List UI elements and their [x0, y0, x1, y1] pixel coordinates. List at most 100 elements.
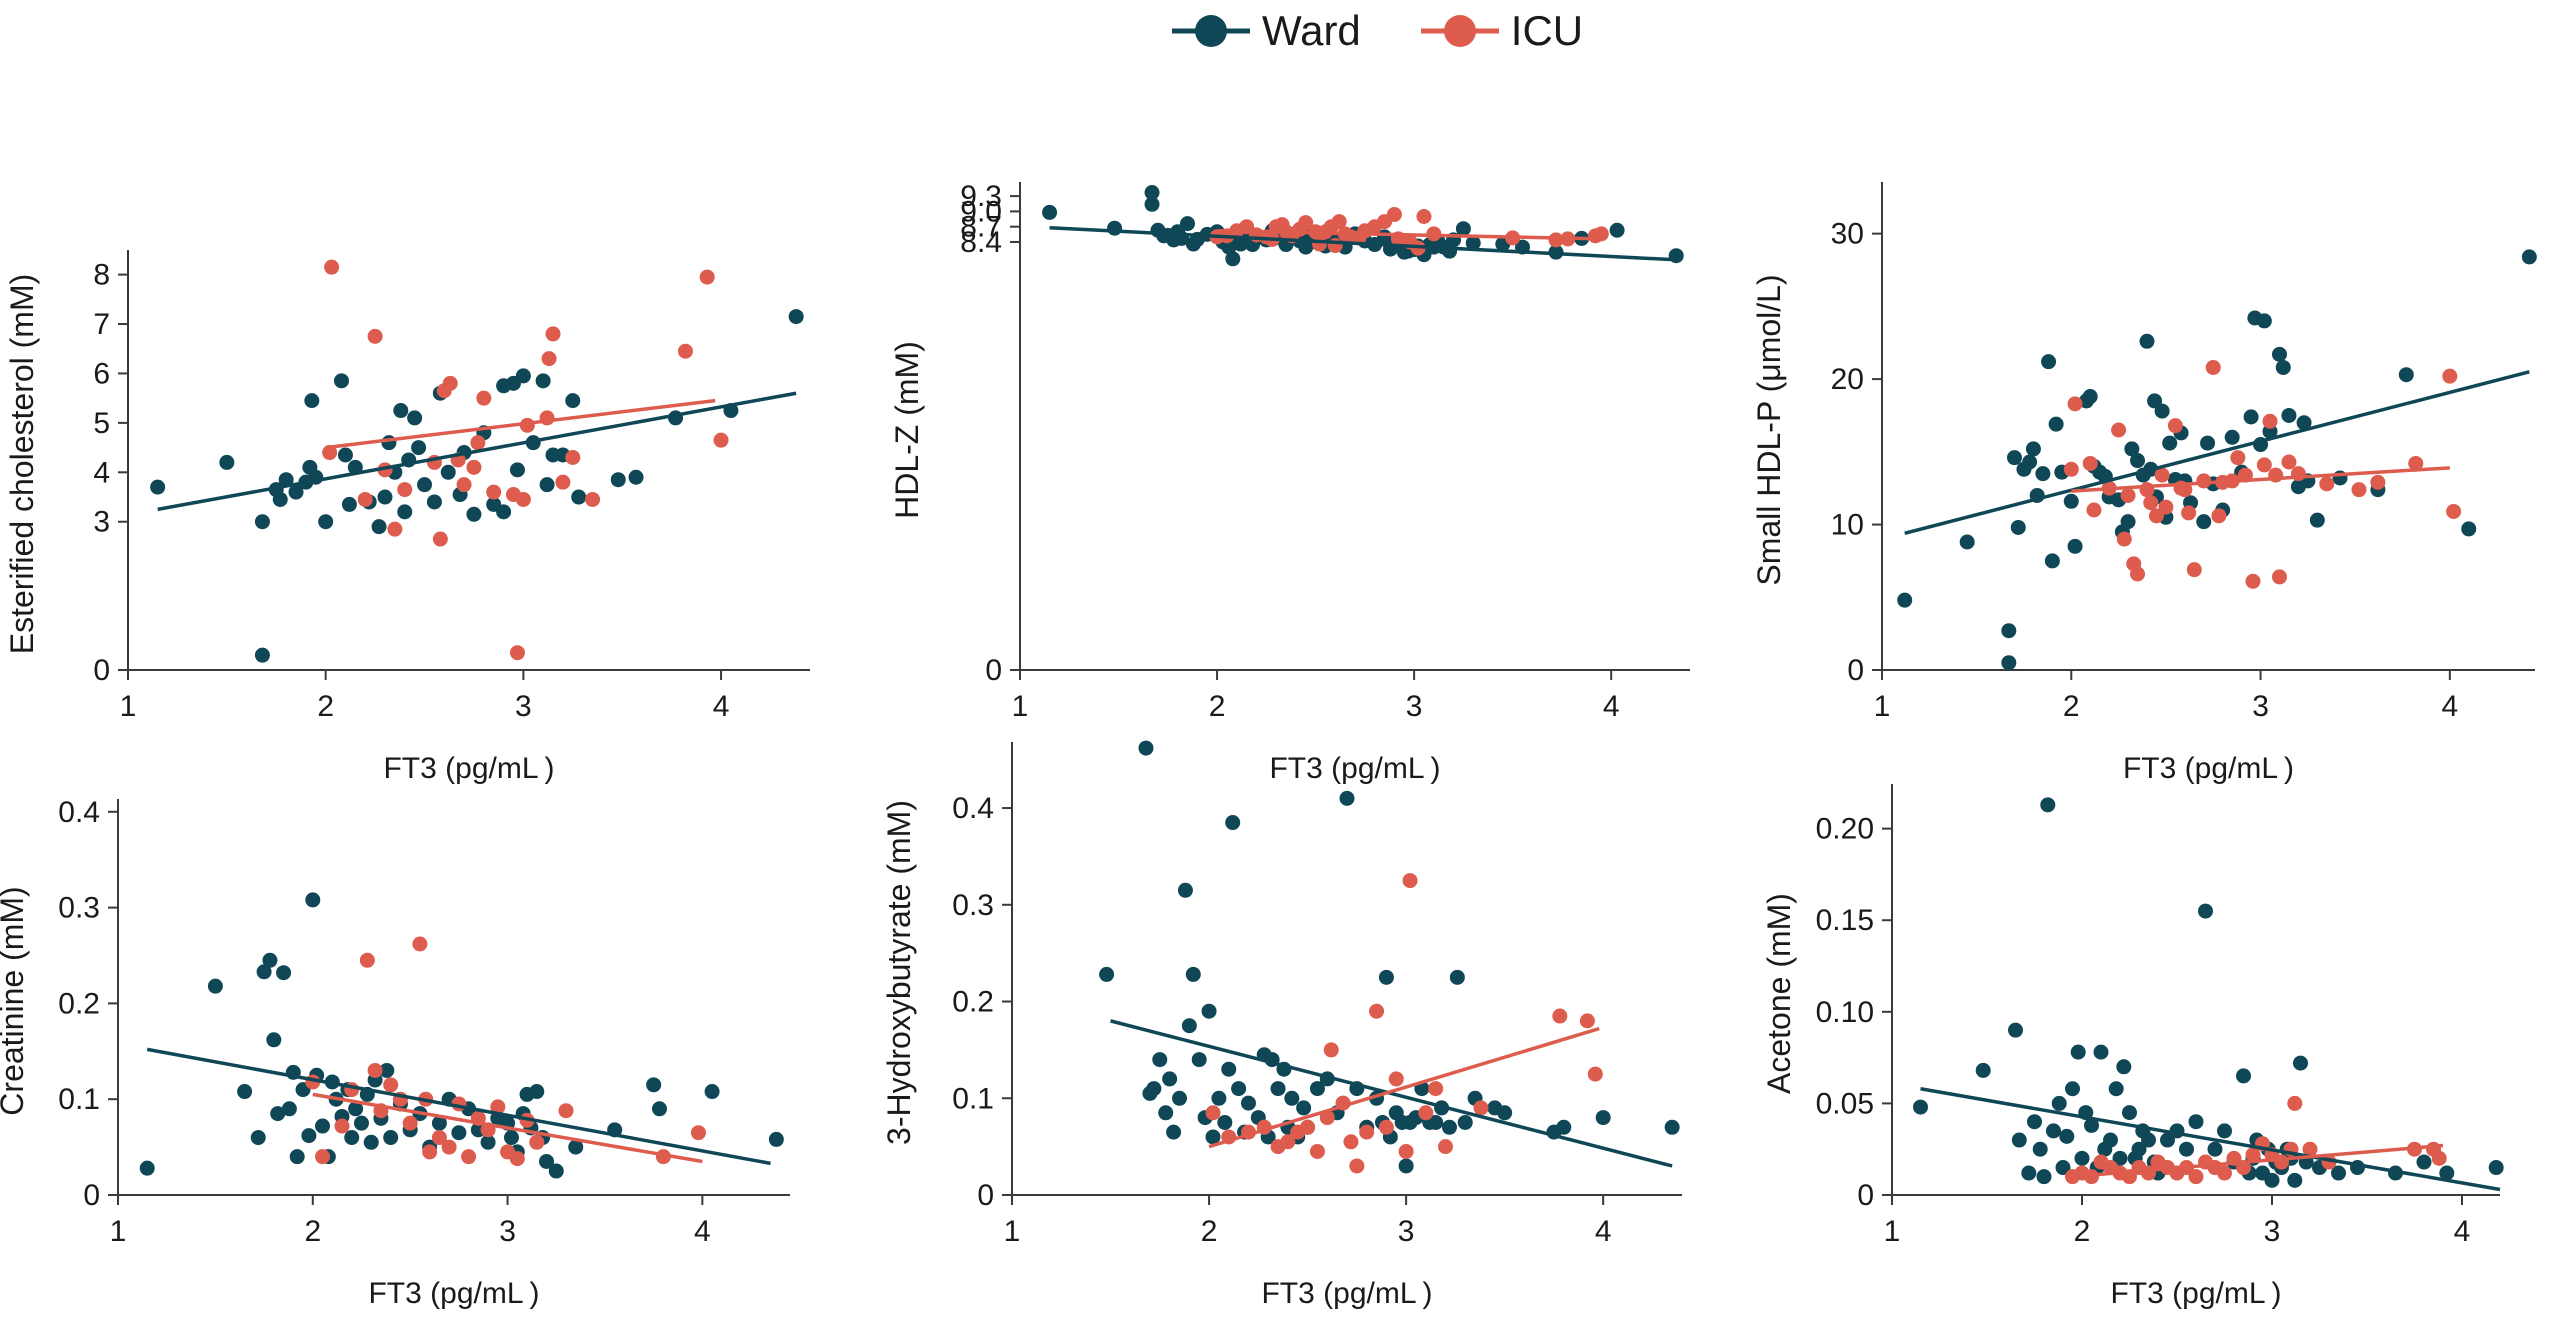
x-axis-label: FT3 (pg/mL )	[368, 1277, 539, 1310]
data-point-ward	[262, 952, 278, 968]
x-tick-label: 3	[515, 690, 532, 723]
y-tick-label: 0.3	[58, 892, 100, 925]
data-point-icu	[2274, 1154, 2289, 1170]
data-point-ward	[1441, 1119, 1457, 1135]
data-point-ward	[2398, 367, 2414, 383]
data-point-ward	[2067, 538, 2083, 554]
data-point-icu	[2154, 467, 2170, 483]
y-tick-label: 5	[93, 407, 110, 440]
trend-line-ward	[157, 391, 797, 512]
y-tick-label: 20	[1831, 363, 1864, 396]
data-point-ward	[2198, 903, 2213, 919]
data-point-icu	[466, 459, 482, 475]
data-point-ward	[2103, 1132, 2118, 1148]
data-point-ward	[371, 519, 387, 535]
data-point-ward	[2035, 466, 2051, 482]
data-point-icu	[545, 326, 561, 342]
data-point-icu	[324, 259, 340, 275]
data-point-icu	[397, 482, 413, 498]
data-point-ward	[2141, 1132, 2156, 1148]
data-point-ward	[548, 1163, 564, 1179]
data-point-icu	[2256, 457, 2272, 473]
data-point-ward	[1099, 966, 1115, 982]
x-tick-label: 2	[1209, 690, 1226, 723]
y-tick-label: 0.10	[1816, 996, 1874, 1029]
data-point-icu	[565, 449, 581, 465]
data-point-ward	[571, 489, 587, 505]
data-point-ward	[1428, 1114, 1444, 1130]
data-point-ward	[2051, 1095, 2067, 1111]
data-point-ward	[2120, 514, 2136, 530]
legend-dot-ward	[1195, 15, 1227, 47]
data-point-ward	[1465, 235, 1481, 251]
data-point-ward	[788, 309, 804, 325]
data-point-icu	[1398, 1143, 1414, 1159]
data-point-ward	[2217, 1123, 2232, 1139]
chart-hdl-z: 1 2 3 4 0 8.48.79.09.3 FT3 (pg/mL ) HDL-Z (mM)	[889, 180, 1690, 785]
legend-dot-icu	[1443, 15, 1476, 47]
data-point-ward	[411, 440, 427, 456]
data-point-ward	[1162, 1071, 1178, 1087]
data-point-ward	[2021, 1165, 2037, 1181]
data-point-icu	[1319, 1110, 1335, 1126]
data-point-ward	[2287, 1172, 2303, 1188]
x-axis-label: FT3 (pg/mL )	[2110, 1277, 2281, 1310]
data-point-icu	[1587, 1066, 1603, 1082]
x-tick-label: 4	[1595, 1215, 1612, 1248]
data-point-ward	[250, 1130, 266, 1146]
trend-line-ward	[1049, 225, 1677, 262]
data-point-ward	[2188, 1114, 2204, 1130]
data-point-ward	[219, 454, 235, 470]
data-point-icu	[2302, 1141, 2318, 1157]
data-point-icu	[2186, 562, 2202, 578]
x-tick-label: 1	[1012, 690, 1029, 723]
data-point-ward	[2207, 1141, 2223, 1157]
y-tick-label: 0.4	[952, 792, 994, 825]
y-axis-label: Small HDL-P (μmol/L)	[1751, 274, 1787, 585]
data-point-ward	[2275, 359, 2291, 375]
data-point-icu	[541, 351, 557, 367]
data-point-ward	[407, 410, 423, 426]
y-axis-label: 3-Hydroxybutyrate (mM)	[881, 800, 917, 1145]
y-tick-label: 9.3	[960, 180, 1002, 213]
data-point-icu	[713, 432, 729, 448]
x-tick-label: 3	[499, 1215, 516, 1248]
data-point-icu	[1349, 1158, 1365, 1174]
data-point-ward	[1231, 1081, 1247, 1097]
y-tick-label: 6	[93, 357, 110, 390]
data-point-ward	[1138, 740, 1154, 756]
x-tick-label: 2	[2063, 690, 2080, 723]
data-point-ward	[1205, 1129, 1221, 1145]
data-point-icu	[585, 491, 601, 507]
data-point-icu	[1552, 1008, 1568, 1024]
data-point-ward	[2264, 1172, 2280, 1188]
data-point-ward	[254, 647, 270, 663]
data-point-ward	[2022, 454, 2038, 470]
data-point-icu	[2111, 422, 2127, 438]
data-point-ward	[1152, 1052, 1168, 1068]
y-tick-label: 0.2	[952, 986, 994, 1019]
x-tick-label: 4	[713, 690, 730, 723]
data-point-ward	[2196, 514, 2212, 530]
data-point-icu	[1359, 1124, 1375, 1140]
x-tick-label: 3	[1406, 690, 1423, 723]
data-point-ward	[2041, 354, 2057, 370]
trend-line-ward	[146, 1047, 771, 1166]
x-axis-label: FT3 (pg/mL )	[383, 752, 554, 785]
data-point-ward	[1270, 1081, 1286, 1097]
data-point-ward	[289, 1149, 305, 1165]
data-point-ward	[1240, 1095, 1256, 1111]
data-point-icu	[1416, 208, 1432, 224]
data-point-ward	[2108, 1081, 2124, 1097]
data-point-ward	[2074, 1150, 2090, 1166]
data-point-ward	[1181, 1018, 1197, 1034]
data-point-ward	[1211, 1090, 1227, 1106]
data-point-ward	[393, 403, 409, 419]
data-point-icu	[456, 477, 472, 493]
x-tick-label: 4	[2454, 1215, 2471, 1248]
y-axis-label: Acetone (mM)	[1761, 893, 1797, 1094]
data-point-ward	[2124, 441, 2140, 457]
y-axis-label: HDL-Z (mM)	[889, 341, 925, 519]
data-point-ward	[254, 514, 270, 530]
data-point-ward	[1177, 882, 1193, 898]
